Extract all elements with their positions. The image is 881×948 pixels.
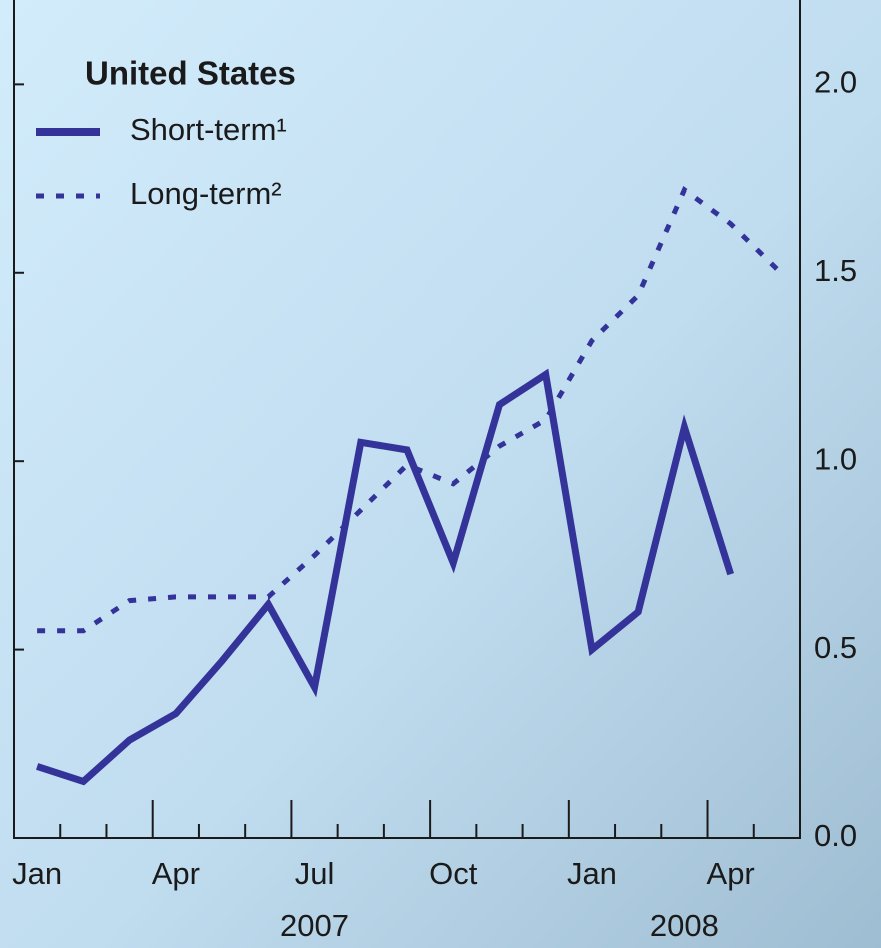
- legend-label: Short-term¹: [130, 112, 287, 147]
- series-line: [36, 368, 734, 786]
- x-tick-label: Apr: [707, 856, 755, 891]
- legend-label: Long-term²: [130, 176, 282, 211]
- y-tick-label: 1.0: [814, 441, 857, 476]
- year-label: 2007: [280, 908, 349, 943]
- y-tick-label: 0.0: [814, 818, 857, 853]
- x-tick-label: Apr: [152, 856, 200, 891]
- x-tick-label: Jan: [567, 856, 617, 891]
- y-tick-label: 0.5: [814, 630, 857, 665]
- year-label: 2008: [650, 908, 719, 943]
- x-tick-label: Oct: [429, 856, 478, 891]
- y-tick-label: 1.5: [814, 253, 857, 288]
- y-tick-label: 2.0: [814, 65, 857, 100]
- x-tick-label: Jul: [295, 856, 335, 891]
- chart-title: United States: [85, 55, 296, 92]
- plot-frame: [13, 0, 801, 839]
- x-tick-label: Jan: [12, 856, 62, 891]
